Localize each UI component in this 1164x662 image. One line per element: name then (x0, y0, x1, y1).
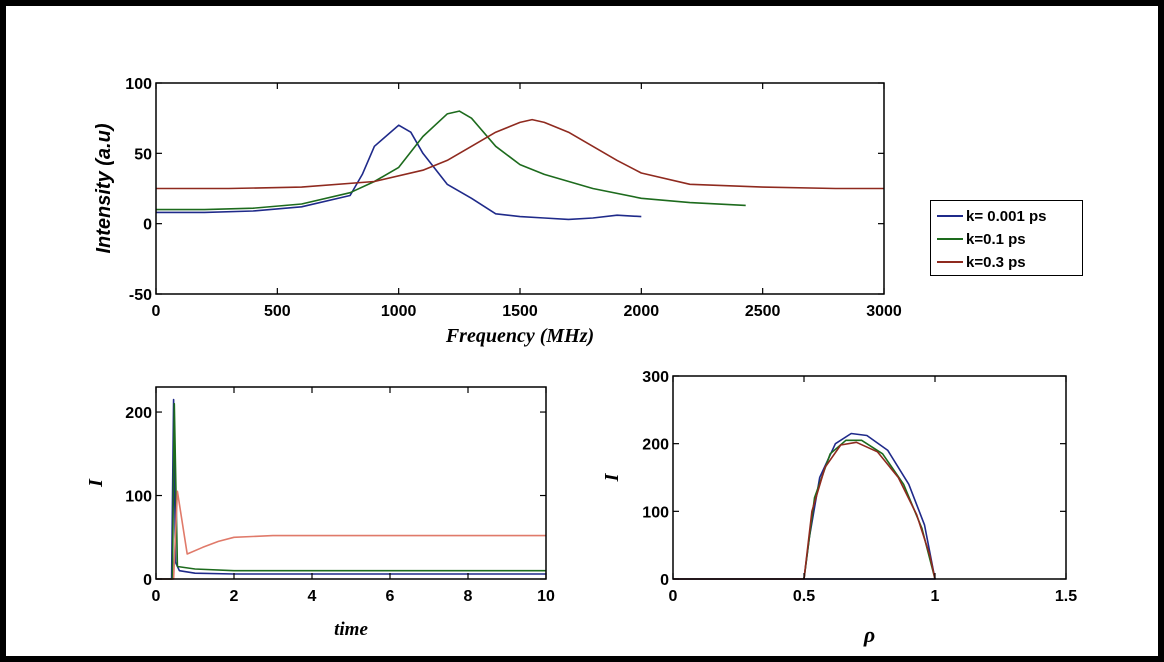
x-tick-label-1: 500 (264, 303, 291, 320)
x-axis-label: time (334, 619, 368, 640)
x-axis-label: Frequency (MHz) (445, 325, 594, 347)
phase-portrait-chart: 0 0.5 1 1.5 0 100 200 300 ρ I (601, 369, 1077, 647)
y-axis-label: I (85, 478, 107, 488)
y-tick-label-1: 0 (143, 217, 152, 234)
legend: k= 0.001 ps k=0.1 ps k=0.3 ps (930, 200, 1083, 276)
series-line-1 (156, 402, 546, 580)
legend-label-2: k=0.3 ps (966, 253, 1026, 271)
y-tick-label-2: 50 (134, 146, 152, 163)
legend-item-0: k= 0.001 ps (937, 205, 1046, 227)
series-line-0 (673, 432, 936, 580)
y-tick-label-1: 100 (125, 489, 152, 506)
y-axis-label: I (601, 472, 623, 482)
plot-area (672, 375, 1067, 580)
legend-label-0: k= 0.001 ps (966, 207, 1047, 225)
y-tick-label-2: 200 (642, 437, 669, 454)
spectrum-chart: 0 500 1000 1500 2000 2500 3000-50050100Frequen… (93, 76, 902, 347)
x-tick-label-2: 1 (931, 588, 940, 605)
x-tick-label-5: 10 (537, 588, 555, 605)
legend-swatch-1 (937, 238, 963, 240)
y-tick-label-0: 0 (660, 572, 669, 589)
legend-item-1: k=0.1 ps (937, 228, 1026, 250)
legend-label-1: k=0.1 ps (966, 230, 1026, 248)
x-tick-label-4: 8 (464, 588, 473, 605)
x-tick-label-3: 6 (386, 588, 395, 605)
x-tick-label-2: 1000 (381, 303, 417, 320)
y-tick-label-0: 0 (143, 572, 152, 589)
y-axis-label: Intensity (a.u) (93, 123, 115, 253)
figure-canvas: 0 500 1000 1500 2000 2500 3000-50050100Frequen… (85, 76, 1077, 647)
x-tick-label-6: 3000 (866, 303, 902, 320)
series-line-1 (156, 110, 746, 211)
legend-item-2: k=0.3 ps (937, 251, 1026, 273)
series-line-1 (803, 439, 936, 580)
y-tick-label-1: 100 (642, 504, 669, 521)
x-tick-label-3: 1.5 (1055, 588, 1077, 605)
x-tick-label-0: 0 (669, 588, 678, 605)
series-line-2 (673, 441, 936, 580)
legend-swatch-2 (937, 261, 963, 263)
y-tick-label-2: 200 (125, 405, 152, 422)
legend-swatch-0 (937, 215, 963, 217)
x-tick-label-2: 4 (308, 588, 317, 605)
series-line-2 (156, 118, 884, 190)
x-tick-label-1: 0.5 (793, 588, 815, 605)
x-tick-label-3: 1500 (502, 303, 538, 320)
x-tick-label-5: 2500 (745, 303, 781, 320)
series-line-0 (156, 398, 546, 580)
x-tick-label-1: 2 (230, 588, 239, 605)
series-line-2 (156, 490, 546, 580)
x-tick-label-0: 0 (152, 588, 161, 605)
x-axis-label: ρ (863, 622, 875, 647)
y-tick-label-0: -50 (129, 287, 152, 304)
x-tick-label-4: 2000 (624, 303, 660, 320)
x-tick-label-0: 0 (152, 303, 161, 320)
y-tick-label-3: 100 (125, 76, 152, 93)
y-tick-label-3: 300 (642, 369, 669, 386)
plot-area (155, 386, 547, 580)
series-line-0 (156, 124, 642, 221)
